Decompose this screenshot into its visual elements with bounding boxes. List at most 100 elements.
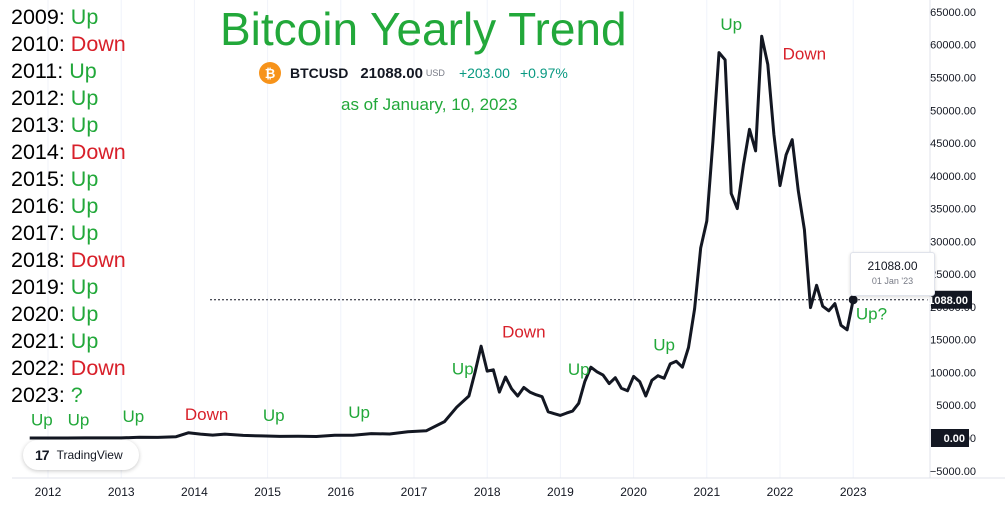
y-tick-label: 5000.00 (936, 400, 976, 412)
trend-annotation: Up? (856, 304, 887, 323)
tooltip-price: 21088.00 (867, 259, 918, 273)
year-label: 2013 (11, 113, 59, 137)
y-tick-label: 10000.00 (930, 367, 976, 379)
price-series-line (29, 34, 855, 440)
last-price-dot (848, 295, 858, 305)
trend-annotation: Up (720, 15, 742, 34)
trend-label: Up (70, 329, 99, 353)
x-tick-label: 2018 (474, 485, 501, 499)
year-label: 2011 (11, 59, 58, 83)
year-label: 2015 (11, 167, 59, 191)
trend-annotation: Down (185, 405, 228, 424)
trend-label: Down (70, 356, 126, 380)
trend-label: Up (70, 221, 99, 245)
y-tick-label: 30000.00 (930, 236, 976, 248)
x-tick-label: 2022 (767, 485, 794, 499)
tradingview-logo[interactable]: 17 TradingView (23, 440, 139, 470)
year-label: 2016 (11, 194, 59, 218)
trend-annotation: Up (348, 403, 370, 422)
year-trend-row: 2015: Up (11, 167, 99, 191)
year-label: 2014 (11, 140, 59, 164)
x-tick-label: 2015 (254, 485, 281, 499)
year-label: 2018 (11, 248, 59, 272)
trend-annotation: Up (568, 360, 590, 379)
year-trend-row: 2017: Up (11, 221, 99, 245)
currency-label: USD (425, 68, 445, 78)
x-tick-label: 2021 (693, 485, 720, 499)
trend-label: Down (70, 248, 126, 272)
year-label: 2009 (11, 5, 59, 29)
year-label: 2019 (11, 275, 59, 299)
page-title: Bitcoin Yearly Trend (220, 3, 627, 55)
x-tick-label: 2013 (108, 485, 135, 499)
x-tick-label: 2017 (401, 485, 428, 499)
trend-annotation: Down (783, 45, 826, 64)
y-tick-label: 35000.00 (930, 204, 976, 216)
year-label: 2012 (11, 86, 59, 110)
year-label: 2022 (11, 356, 59, 380)
y-tick-label: 65000.00 (930, 7, 976, 19)
y-tick-label: 60000.00 (930, 40, 976, 52)
trend-label: Up (70, 113, 99, 137)
ticker-bar: ₿ BTCUSD 21088.00 USD +203.00 +0.97% (259, 61, 578, 85)
year-label: 2023 (11, 383, 59, 407)
trend-label: Up (70, 5, 99, 29)
year-trend-row: 2020: Up (11, 302, 99, 326)
year-trend-row: 2012: Up (11, 86, 99, 110)
y-tick-label: 15000.00 (930, 335, 976, 347)
zero-price-tag: 0.00 (931, 429, 969, 447)
trend-annotation: Up (653, 336, 675, 355)
trend-annotation: Up (452, 359, 474, 378)
svg-text:0.00: 0.00 (944, 433, 965, 445)
yearly-trend-list: 2009: Up 2010: Down 2011: Up 2012: Up 2013: … (11, 4, 126, 409)
y-tick-label: 50000.00 (930, 105, 976, 117)
change-percent: +0.97% (519, 65, 568, 81)
year-label: 2020 (11, 302, 59, 326)
symbol-label[interactable]: BTCUSD (290, 65, 349, 81)
x-tick-label: 2014 (181, 485, 208, 499)
tooltip-date: 01 Jan '23 (871, 276, 914, 286)
year-trend-row: 2010: Down (11, 32, 126, 56)
trend-annotation: Down (502, 323, 545, 342)
trend-label: Down (70, 32, 126, 56)
year-trend-row: 2014: Down (11, 140, 126, 164)
y-tick-label: 45000.00 (930, 138, 976, 150)
year-label: 2021 (11, 329, 59, 353)
x-tick-label: 2020 (620, 485, 647, 499)
svg-text:21088.00: 21088.00 (922, 295, 968, 307)
price-tooltip: 21088.00 01 Jan '23 (850, 252, 935, 296)
y-tick-label: 25000.00 (930, 269, 976, 281)
year-trend-row: 2019: Up (11, 275, 99, 299)
year-trend-row: 2018: Down (11, 248, 126, 272)
year-label: 2017 (11, 221, 59, 245)
trend-annotation: Up (123, 407, 145, 426)
y-tick-label: 55000.00 (930, 72, 976, 84)
y-tick-label: 40000.00 (930, 171, 976, 183)
last-price-tag: 21088.00 (922, 290, 972, 309)
year-trend-row: 2023: ? (11, 383, 83, 407)
trend-label: Up (69, 59, 97, 83)
y-tick-label: −5000.00 (930, 466, 976, 478)
tradingview-wordmark: TradingView (56, 448, 123, 462)
year-trend-row: 2016: Up (11, 194, 99, 218)
year-trend-row: 2022: Down (11, 356, 126, 380)
bitcoin-icon: ₿ (259, 62, 281, 84)
trend-label: Down (70, 140, 126, 164)
trend-label: Up (70, 167, 99, 191)
year-trend-row: 2021: Up (11, 329, 99, 353)
as-of-date: as of January, 10, 2023 (341, 95, 518, 114)
x-tick-label: 2016 (327, 485, 354, 499)
trend-label: Up (70, 86, 99, 110)
year-trend-row: 2011: Up (11, 59, 97, 83)
trend-label: Up (70, 302, 99, 326)
x-tick-label: 2023 (840, 485, 867, 499)
trend-label: ? (70, 383, 83, 407)
price-value: 21088.00 (360, 64, 423, 82)
year-trend-row: 2013: Up (11, 113, 99, 137)
year-trend-row: 2009: Up (11, 5, 99, 29)
trend-annotation: Up (31, 410, 53, 429)
change-value: +203.00 (458, 65, 510, 81)
trend-label: Up (70, 275, 99, 299)
trend-label: Up (70, 194, 99, 218)
